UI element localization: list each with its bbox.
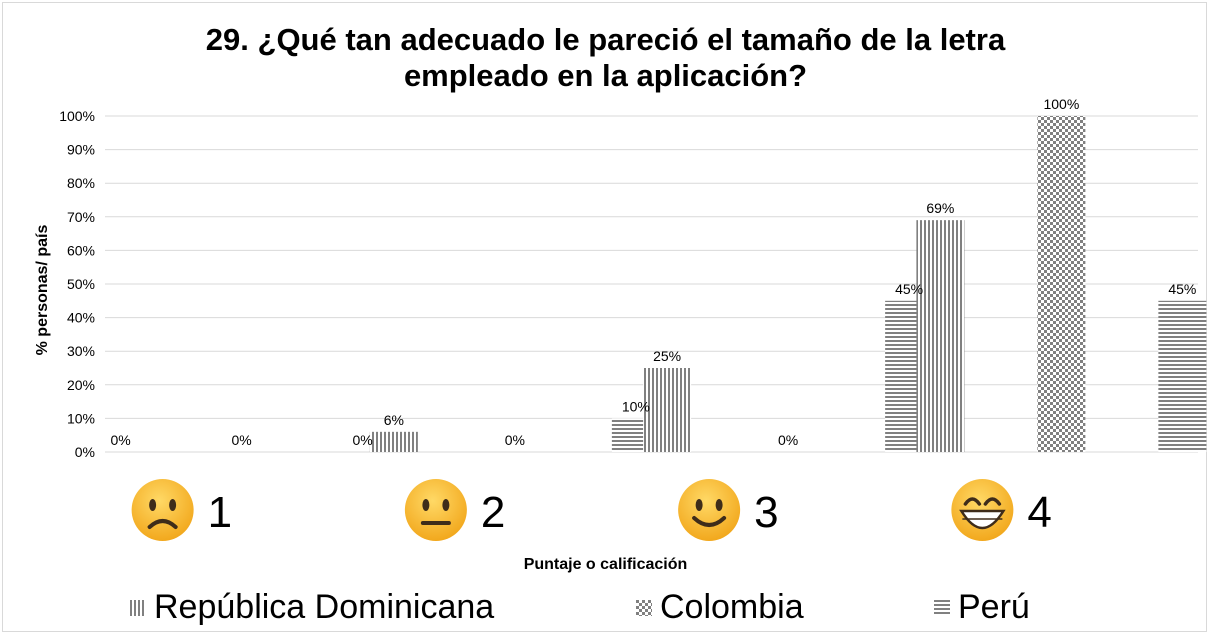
chart-title-line2: empleado en la aplicación? bbox=[403, 58, 808, 93]
legend-item-peru: Perú bbox=[934, 588, 1030, 627]
y-tick-label: 50% bbox=[67, 276, 95, 292]
y-tick-label: 30% bbox=[67, 343, 95, 359]
mouth bbox=[692, 516, 727, 527]
category-label: 4 bbox=[1027, 488, 1051, 537]
y-tick-label: 0% bbox=[75, 444, 95, 460]
face-shape bbox=[131, 479, 194, 541]
eye bbox=[422, 499, 430, 511]
eye bbox=[963, 497, 982, 506]
slightly-smiling-face-icon bbox=[678, 479, 741, 541]
bar bbox=[643, 368, 692, 452]
eye bbox=[169, 499, 177, 511]
category-label: 3 bbox=[754, 488, 778, 537]
legend-label: Perú bbox=[958, 588, 1030, 626]
face-shape bbox=[678, 479, 741, 541]
data-label: 45% bbox=[1168, 281, 1196, 297]
legend: República Dominicana Colombia Perú bbox=[0, 588, 1211, 632]
data-label: 0% bbox=[353, 432, 373, 448]
grinning-face-icon bbox=[951, 479, 1014, 541]
data-label: 10% bbox=[622, 398, 650, 414]
frowning-face-icon bbox=[131, 479, 194, 541]
legend-label: República Dominicana bbox=[154, 588, 495, 626]
data-label: 6% bbox=[384, 412, 404, 428]
mouth bbox=[147, 519, 178, 529]
eye bbox=[695, 499, 703, 511]
y-tick-label: 10% bbox=[67, 410, 95, 426]
y-tick-label: 80% bbox=[67, 175, 95, 191]
legend-item-colombia: Colombia bbox=[636, 588, 804, 627]
chart-title: 29. ¿Qué tan adecuado le pareció el tama… bbox=[0, 22, 1211, 94]
eye bbox=[442, 499, 450, 511]
legend-item-republica-dominicana: República Dominicana bbox=[130, 588, 494, 627]
bar bbox=[1158, 300, 1207, 452]
data-label: 0% bbox=[505, 432, 525, 448]
y-tick-label: 20% bbox=[67, 377, 95, 393]
data-label: 45% bbox=[895, 281, 923, 297]
data-label: 25% bbox=[653, 348, 681, 364]
eye bbox=[149, 499, 157, 511]
legend-label: Colombia bbox=[660, 588, 804, 626]
y-tick-label: 60% bbox=[67, 242, 95, 258]
data-label: 0% bbox=[778, 432, 798, 448]
data-label: 0% bbox=[111, 432, 131, 448]
category-label: 1 bbox=[208, 488, 232, 537]
category-label: 2 bbox=[481, 488, 505, 537]
bar bbox=[369, 431, 418, 452]
bar bbox=[1037, 116, 1086, 452]
data-label: 100% bbox=[1043, 96, 1079, 112]
neutral-face-icon bbox=[404, 479, 467, 541]
y-tick-label: 40% bbox=[67, 310, 95, 326]
data-label: 69% bbox=[926, 200, 954, 216]
legend-swatch-horizontal-lines bbox=[934, 599, 950, 616]
x-axis-label: Puntaje o calificación bbox=[523, 556, 688, 573]
y-tick-label: 100% bbox=[59, 108, 95, 124]
chart-title-line1: 29. ¿Qué tan adecuado le pareció el tama… bbox=[205, 22, 1006, 57]
y-tick-label: 70% bbox=[67, 209, 95, 225]
data-label: 0% bbox=[232, 432, 252, 448]
eye bbox=[983, 497, 1002, 506]
face-shape bbox=[404, 479, 467, 541]
y-tick-label: 90% bbox=[67, 142, 95, 158]
eye bbox=[715, 499, 723, 511]
legend-swatch-checkerboard bbox=[636, 599, 652, 616]
legend-swatch-vertical-lines bbox=[130, 599, 146, 616]
bar bbox=[916, 220, 965, 452]
